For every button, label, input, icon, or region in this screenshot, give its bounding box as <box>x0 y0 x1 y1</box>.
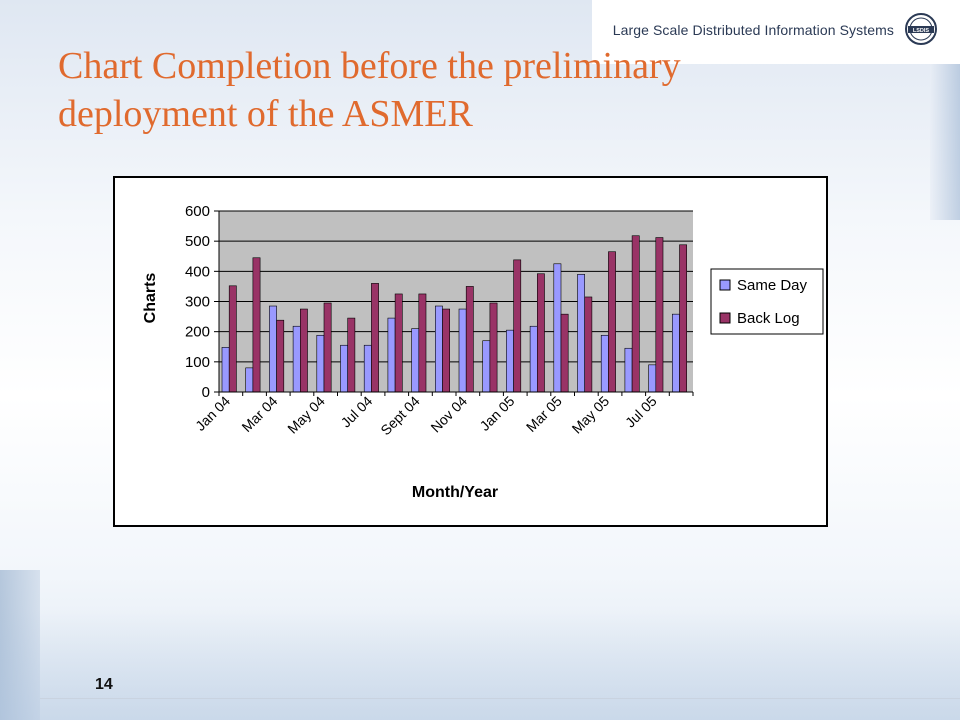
legend-swatch-back-log <box>719 312 731 324</box>
legend-label-back-log: Back Log <box>737 310 800 327</box>
y-axis-label: Charts <box>142 273 159 324</box>
x-tick-label: May 05 <box>569 393 613 437</box>
background-decoration-bottom <box>0 610 960 720</box>
bar-same-day <box>553 263 562 393</box>
legend: Same Day Back Log <box>710 268 824 335</box>
header-band <box>592 0 960 64</box>
y-tick-label: 500 <box>185 233 210 250</box>
footer-divider <box>40 698 960 699</box>
chart-container: 0 100 200 300 400 500 600 Jan 04 Mar 04 May 04 Jul… <box>113 176 828 527</box>
x-tick-label: Jul 05 <box>622 393 660 431</box>
bar-back-log <box>252 257 261 393</box>
x-tick-label: Nov 04 <box>427 393 470 436</box>
bar-back-log <box>347 317 356 393</box>
bar-same-day <box>577 274 585 393</box>
bar-back-log <box>560 313 569 393</box>
bar-back-log <box>394 293 403 393</box>
x-axis-label: Month/Year <box>412 484 498 501</box>
x-tick-label: May 04 <box>284 393 328 437</box>
bar-same-day <box>434 305 443 393</box>
y-tick-label: 600 <box>185 203 210 220</box>
bar-back-log <box>371 283 379 393</box>
bar-back-log <box>276 319 285 393</box>
y-tick-label: 200 <box>185 324 210 341</box>
bar-back-log <box>465 286 474 393</box>
slide-title: Chart Completion before the preliminary … <box>58 45 681 135</box>
bar-same-day <box>506 329 514 393</box>
bar-back-log <box>418 293 427 393</box>
bar-same-day <box>221 347 230 393</box>
x-tick-label: Jul 04 <box>338 393 376 431</box>
bar-back-log <box>228 285 237 393</box>
bar-back-log <box>536 273 545 393</box>
background-decoration-left <box>0 570 40 720</box>
bar-back-log <box>608 251 616 393</box>
x-tick-label: Jan 04 <box>192 393 233 434</box>
x-tick-label: Mar 04 <box>238 393 280 435</box>
bar-same-day <box>648 364 657 393</box>
y-tick-label: 300 <box>185 294 210 311</box>
bar-back-log <box>323 302 332 393</box>
y-tick-label: 100 <box>185 354 210 371</box>
bar-back-log <box>442 308 450 393</box>
page-number: 14 <box>95 676 113 693</box>
x-tick-label: Jan 05 <box>476 393 517 434</box>
legend-label-same-day: Same Day <box>737 277 808 294</box>
organization-name: Large Scale Distributed Information Syst… <box>612 22 894 38</box>
bar-same-day <box>269 305 277 393</box>
bar-same-day <box>671 313 680 393</box>
background-decoration-right <box>930 60 960 220</box>
bar-same-day <box>458 308 467 393</box>
bar-same-day <box>529 325 538 393</box>
bar-same-day <box>292 325 301 393</box>
bar-same-day <box>411 328 420 393</box>
y-tick-label: 0 <box>202 384 210 401</box>
bar-back-log <box>631 235 640 393</box>
x-tick-label: Mar 05 <box>523 393 565 435</box>
bar-back-log <box>679 244 687 393</box>
bar-same-day <box>600 334 609 393</box>
bar-back-log <box>300 308 308 393</box>
y-tick-label: 400 <box>185 263 210 280</box>
bar-same-day <box>316 334 325 393</box>
bar-chart: 0 100 200 300 400 500 600 Jan 04 Mar 04 May 04 Jul… <box>142 203 824 501</box>
bar-back-log <box>513 259 522 393</box>
lsdis-logo: LSDIS <box>905 13 937 45</box>
bar-same-day <box>363 344 372 393</box>
logo-text: LSDIS <box>913 28 930 34</box>
bar-same-day <box>387 317 396 393</box>
bar-back-log <box>584 296 593 393</box>
bar-same-day <box>245 367 254 393</box>
bar-same-day <box>482 340 491 393</box>
legend-swatch-same-day <box>719 279 731 291</box>
bar-same-day <box>340 344 348 393</box>
x-tick-label: Sept 04 <box>377 393 423 439</box>
bar-back-log <box>655 237 664 393</box>
bar-same-day <box>624 347 633 393</box>
bar-back-log <box>489 302 498 393</box>
